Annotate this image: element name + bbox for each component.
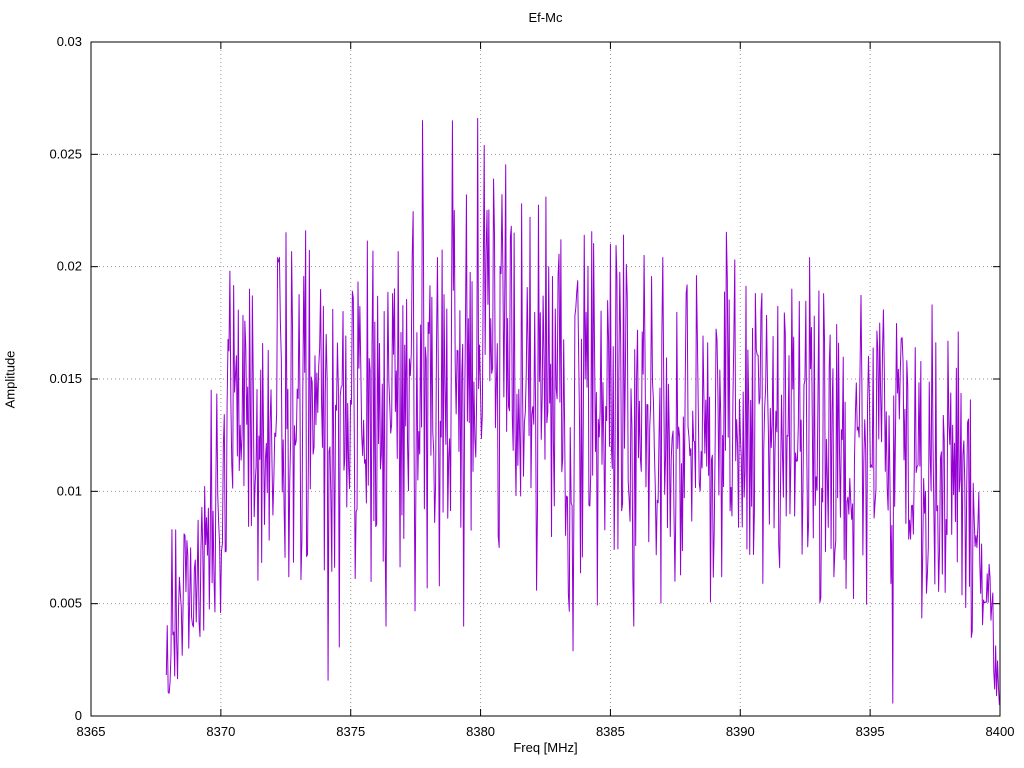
y-tick-label: 0.025 [49, 146, 82, 161]
series-line [165, 117, 1000, 706]
x-tick-label: 8395 [856, 724, 885, 739]
x-tick-label: 8380 [466, 724, 495, 739]
y-tick-label: 0.015 [49, 371, 82, 386]
y-tick-label: 0.005 [49, 596, 82, 611]
x-tick-label: 8370 [206, 724, 235, 739]
x-axis-label: Freq [MHz] [513, 740, 578, 755]
x-tick-label: 8400 [986, 724, 1015, 739]
y-tick-label: 0 [75, 708, 82, 723]
y-tick-label: 0.02 [57, 259, 82, 274]
y-tick-label: 0.03 [57, 34, 82, 49]
y-tick-label: 0.01 [57, 483, 82, 498]
x-tick-label: 8390 [726, 724, 755, 739]
x-tick-label: 8385 [596, 724, 625, 739]
chart-title: Ef-Mc [528, 10, 563, 25]
x-tick-label: 8375 [336, 724, 365, 739]
x-tick-label: 8365 [77, 724, 106, 739]
